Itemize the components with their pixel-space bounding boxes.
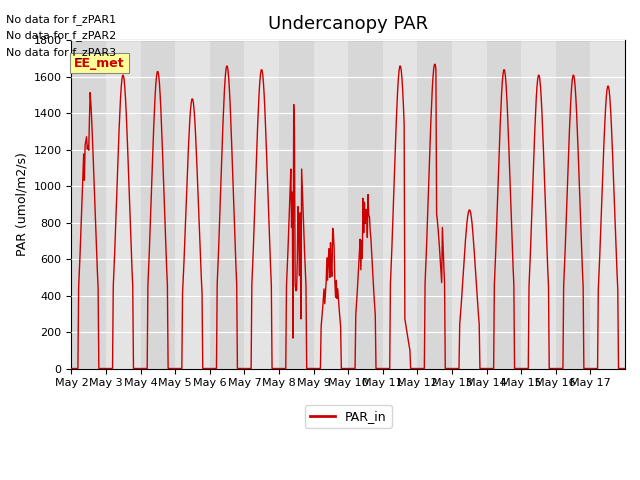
Bar xyxy=(106,40,141,369)
Bar xyxy=(486,40,521,369)
Bar xyxy=(556,40,591,369)
Title: Undercanopy PAR: Undercanopy PAR xyxy=(268,15,428,33)
Text: EE_met: EE_met xyxy=(74,57,125,70)
Bar xyxy=(521,40,556,369)
Bar xyxy=(383,40,417,369)
Bar xyxy=(175,40,210,369)
Bar xyxy=(452,40,486,369)
Bar xyxy=(314,40,348,369)
Text: No data for f_zPAR2: No data for f_zPAR2 xyxy=(6,30,116,41)
Legend: PAR_in: PAR_in xyxy=(305,405,392,428)
Bar xyxy=(72,40,106,369)
Bar xyxy=(348,40,383,369)
Text: No data for f_zPAR1: No data for f_zPAR1 xyxy=(6,13,116,24)
Text: No data for f_zPAR3: No data for f_zPAR3 xyxy=(6,47,116,58)
Bar xyxy=(244,40,279,369)
Y-axis label: PAR (umol/m2/s): PAR (umol/m2/s) xyxy=(15,152,28,256)
Bar xyxy=(210,40,244,369)
Bar xyxy=(591,40,625,369)
Bar xyxy=(417,40,452,369)
Bar xyxy=(141,40,175,369)
Bar xyxy=(279,40,314,369)
